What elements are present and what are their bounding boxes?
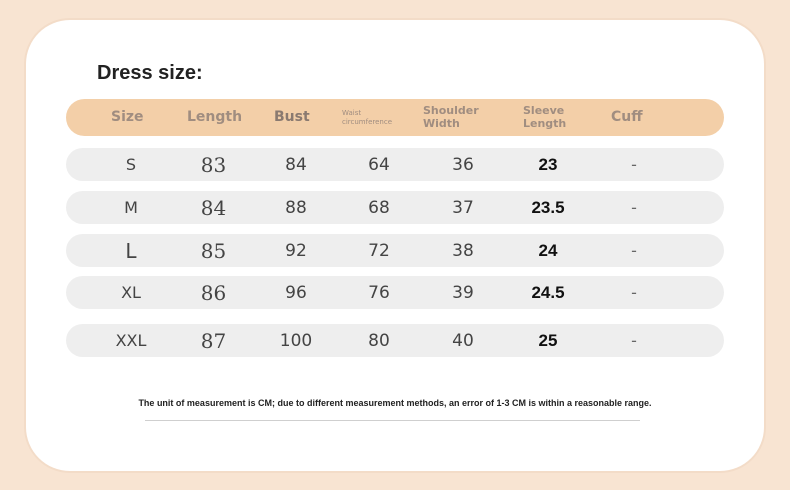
cell-size: XL [121, 283, 141, 302]
cell-sleeve: 24.5 [531, 282, 565, 302]
cell-waist: 64 [368, 154, 390, 175]
table-row: M 84 88 68 37 23.5 - [66, 191, 724, 224]
measurement-note: The unit of measurement is CM; due to di… [138, 398, 652, 408]
cell-shoulder: 40 [452, 330, 474, 351]
cell-bust: 96 [285, 282, 307, 303]
cell-size: M [124, 198, 138, 217]
cell-cuff: - [631, 198, 637, 217]
cell-shoulder: 39 [452, 282, 474, 303]
header-length: Length [187, 109, 243, 126]
cell-bust: 88 [285, 197, 307, 218]
header-cuff: Cuff [611, 109, 643, 126]
cell-size: S [125, 155, 137, 174]
divider [145, 420, 640, 421]
cell-shoulder: 36 [452, 154, 474, 175]
header-size: Size [111, 109, 144, 126]
cell-cuff: - [631, 155, 637, 174]
cell-shoulder: 38 [452, 240, 474, 261]
cell-length: 84 [200, 195, 227, 220]
cell-length: 85 [200, 238, 227, 263]
cell-size: XXL [115, 331, 147, 350]
table-header: Size Length Bust Waist circumference Sho… [66, 99, 724, 136]
cell-cuff: - [631, 241, 637, 260]
page-title: Dress size: [97, 62, 203, 84]
cell-bust: 100 [279, 330, 313, 351]
header-bust: Bust [274, 109, 310, 126]
table-row: XL 86 96 76 39 24.5 - [66, 276, 724, 309]
cell-bust: 84 [285, 154, 307, 175]
cell-shoulder: 37 [452, 197, 474, 218]
table-row: L 85 92 72 38 24 - [66, 234, 724, 267]
cell-sleeve: 25 [538, 330, 558, 350]
cell-length: 87 [200, 328, 227, 353]
cell-size: L [125, 238, 137, 263]
header-shoulder: Shoulder Width [423, 103, 479, 130]
cell-waist: 68 [368, 197, 390, 218]
cell-sleeve: 24 [538, 240, 558, 260]
cell-length: 83 [200, 152, 227, 177]
cell-cuff: - [631, 283, 637, 302]
cell-waist: 76 [368, 282, 390, 303]
cell-sleeve: 23.5 [531, 197, 565, 217]
cell-bust: 92 [285, 240, 307, 261]
cell-cuff: - [631, 331, 637, 350]
header-sleeve: Sleeve Length [523, 103, 567, 130]
cell-waist: 72 [368, 240, 390, 261]
cell-sleeve: 23 [538, 154, 558, 174]
cell-waist: 80 [368, 330, 390, 351]
header-waist: Waist circumference [342, 109, 393, 126]
table-row: S 83 84 64 36 23 - [66, 148, 724, 181]
cell-length: 86 [200, 280, 227, 305]
table-row: XXL 87 100 80 40 25 - [66, 324, 724, 357]
